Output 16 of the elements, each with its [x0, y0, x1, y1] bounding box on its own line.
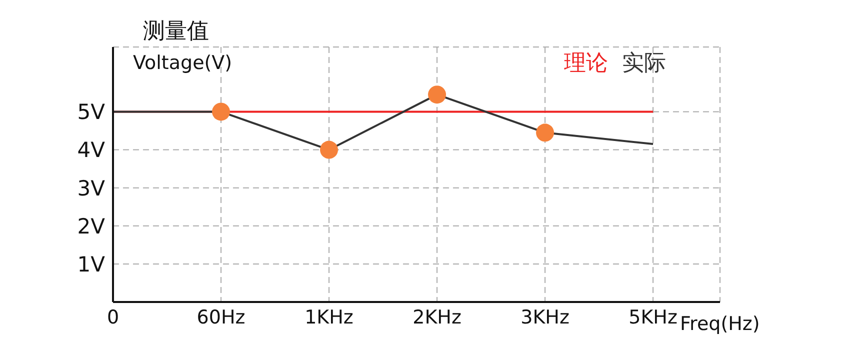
y-tick-label: 2V [77, 214, 106, 238]
series-label: 理论 [564, 50, 608, 78]
x-tick-label: 1KHz [304, 306, 354, 328]
x-tick-label: 5KHz [628, 306, 678, 328]
text: 实际 [622, 50, 666, 78]
x-axis-title: Freq(Hz) [680, 313, 760, 335]
y-tick-label: 1V [77, 252, 106, 276]
y-tick-label: 3V [77, 176, 106, 200]
x-tick-label: 3KHz [520, 306, 570, 328]
y-tick-label: 4V [77, 138, 106, 162]
y-tick-label: 5V [77, 100, 106, 124]
x-tick-label: 60Hz [196, 306, 246, 328]
x-tick-label: 0 [106, 306, 120, 328]
x-tick-label: 2KHz [412, 306, 462, 328]
y-axis-title: Voltage(V) [133, 52, 232, 74]
chart-title: 测量值 [143, 18, 209, 46]
